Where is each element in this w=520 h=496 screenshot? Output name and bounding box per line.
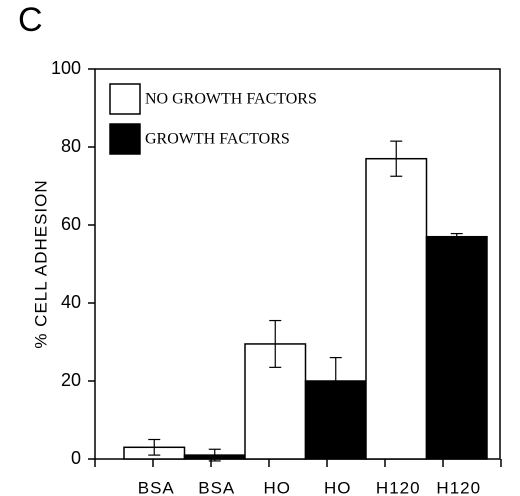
legend-label: NO GROWTH FACTORS [145,91,317,108]
x-tick-label: H120 [436,478,481,496]
legend-swatch [109,83,141,115]
x-tick-label: HO [324,478,352,496]
y-tick-label: 0 [71,448,81,468]
x-tick-label: BSA [138,478,175,496]
y-tick-label: 40 [61,292,81,312]
y-tick-label: 100 [51,58,81,78]
y-tick-label: 60 [61,214,81,234]
x-tick-label: H120 [376,478,421,496]
panel-label: C [18,1,43,39]
bar [425,235,488,460]
y-tick-label: 80 [61,136,81,156]
y-axis-label: % CELL ADHESION [31,179,50,348]
bar [244,343,307,460]
x-tick-label: HO [264,478,292,496]
bar [365,157,428,460]
legend-label: GROWTH FACTORS [145,131,290,148]
y-tick-label: 20 [61,370,81,390]
x-tick-label: BSA [198,478,235,496]
legend-swatch [109,123,141,155]
